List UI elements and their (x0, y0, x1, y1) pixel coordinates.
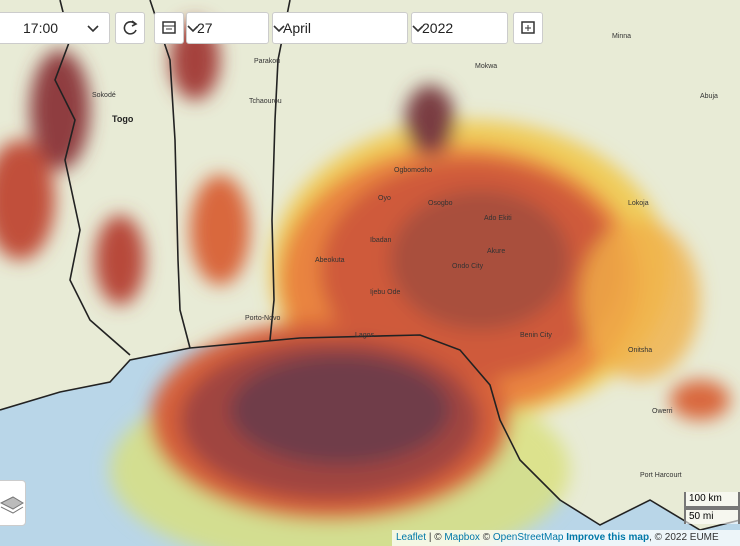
place-label: Oyo (378, 195, 391, 202)
place-label: Owerri (652, 408, 673, 415)
place-label: Parakou (254, 58, 280, 65)
place-label: Benin City (520, 332, 552, 339)
osm-link[interactable]: OpenStreetMap (492, 532, 564, 543)
separator: © (482, 532, 491, 543)
place-label: Ibadan (370, 237, 392, 244)
improve-link[interactable]: Improve this map (566, 532, 650, 543)
add-date-button[interactable] (513, 12, 543, 44)
place-label: Lagos (355, 332, 375, 339)
place-label: Osogbo (428, 200, 453, 207)
refresh-icon (123, 20, 138, 35)
place-label: Ondo City (452, 263, 484, 270)
chevron (187, 25, 199, 33)
place-label: Abeokuta (315, 257, 345, 264)
attribution: Leaflet | © Mapbox © OpenStreetMap Impro… (392, 530, 740, 546)
precipitation-layer (0, 20, 730, 546)
scale-km: 100 km (684, 492, 740, 508)
place-label: Ogbomosho (394, 167, 432, 174)
refresh-button[interactable] (115, 12, 145, 44)
place-label: Mokwa (475, 63, 497, 70)
calendar-plus-icon (521, 21, 535, 34)
calendar-button[interactable] (154, 12, 184, 44)
place-label: Togo (112, 114, 134, 124)
chevron (273, 25, 285, 33)
leaflet-link[interactable]: Leaflet (396, 532, 427, 543)
place-label: Minna (612, 33, 631, 40)
mapbox-link[interactable]: Mapbox (444, 532, 480, 543)
chevron (412, 25, 424, 33)
day-select[interactable]: 27 (186, 12, 269, 44)
time-select[interactable]: 17:00 (0, 12, 110, 44)
month-select[interactable]: April (272, 12, 408, 44)
year-select[interactable]: 2022 (411, 12, 508, 44)
year-value: 2022 (422, 20, 454, 36)
layers-icon (0, 496, 24, 514)
place-label: Port Harcourt (640, 472, 682, 479)
place-label: Akure (487, 248, 505, 255)
separator: | © (428, 532, 442, 543)
place-label: Abuja (700, 93, 718, 100)
borders (0, 0, 740, 531)
month-value: April (283, 20, 312, 36)
place-label: Porto-Novo (245, 315, 281, 322)
place-label: Onitsha (628, 347, 652, 354)
copyright: , © 2022 EUME (649, 532, 719, 543)
place-label: Lokoja (628, 200, 649, 207)
place-label: Tchaourou (249, 98, 282, 105)
chevron (87, 25, 99, 33)
layers-button[interactable] (0, 480, 26, 526)
place-label: Sokodé (92, 92, 116, 99)
scale-mi: 50 mi (684, 508, 740, 524)
place-label: Ado Ekiti (484, 215, 512, 222)
scale-bar: 100 km 50 mi (684, 492, 740, 524)
time-value: 17:00 (23, 20, 59, 36)
day-value: 27 (197, 20, 213, 36)
calendar-icon (162, 21, 176, 34)
place-label: Ijebu Ode (370, 289, 400, 296)
